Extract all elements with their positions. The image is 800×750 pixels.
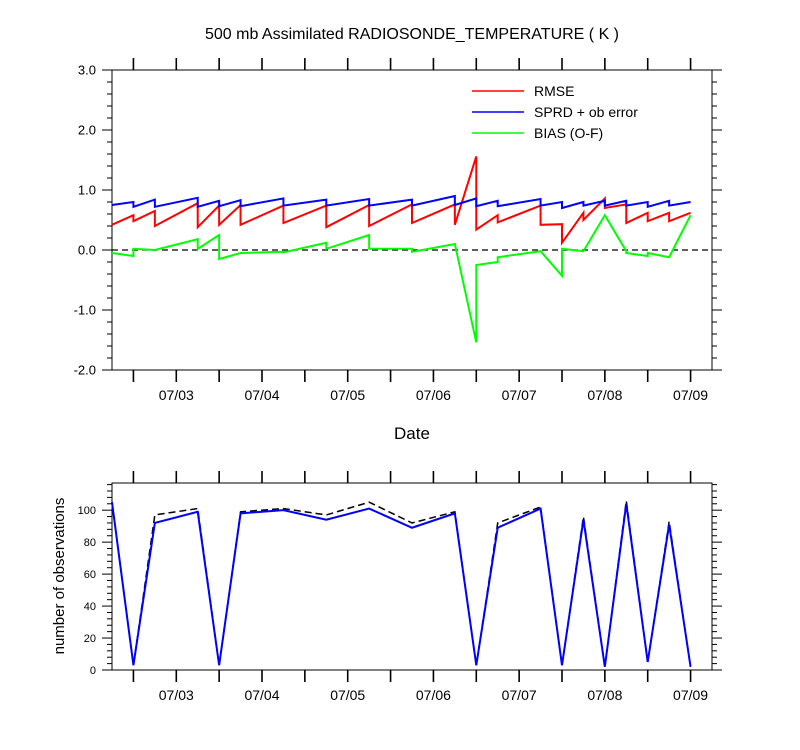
x-tick-label: 07/04 [244, 687, 279, 703]
x-tick-label: 07/05 [330, 687, 365, 703]
x-tick-label: 07/03 [159, 387, 194, 403]
x-tick-label: 07/07 [502, 687, 537, 703]
series-sprd-ob-error [111, 194, 691, 210]
plot-frame-0 [111, 69, 713, 371]
x-tick-label: 07/06 [416, 687, 451, 703]
y-tick-label: 20 [84, 633, 96, 645]
chart-title: 500 mb Assimilated RADIOSONDE_TEMPERATUR… [205, 26, 619, 43]
x-tick-label: 07/05 [330, 387, 365, 403]
y-tick-label: 40 [84, 601, 96, 613]
x-tick-label: 07/09 [673, 387, 708, 403]
legend-label: BIAS (O-F) [534, 125, 603, 141]
y-tick-label: 0 [90, 665, 96, 677]
y-tick-label: 1.0 [78, 183, 96, 198]
y-tick-label: 100 [78, 505, 96, 517]
y-axis-label-observations: number of observations [51, 498, 68, 655]
y-tick-label: 60 [84, 569, 96, 581]
y-tick-label: 80 [84, 537, 96, 549]
x-tick-label: 07/08 [587, 387, 622, 403]
top-panel: 07/03 07/04 07/05 07/06 07/07 07/08 07/09 -2.0 -… [74, 58, 722, 403]
x-tick-label: 07/09 [673, 687, 708, 703]
y-tick-label: -2.0 [74, 363, 96, 378]
x-tick-label: 07/07 [502, 387, 537, 403]
plot-frame-1 [111, 482, 713, 671]
bottom-panel: 07/03 07/04 07/05 07/06 07/07 07/08 07/09 0 20 40… [78, 471, 722, 703]
y-tick-label: 2.0 [78, 123, 96, 138]
y-tick-label: 0.0 [78, 243, 96, 258]
legend-label: SPRD + ob error [534, 104, 638, 120]
x-tick-label: 07/03 [159, 687, 194, 703]
x-tick-label: 07/08 [587, 687, 622, 703]
x-tick-label: 07/06 [416, 387, 451, 403]
x-tick-label: 07/04 [244, 387, 279, 403]
obs-series-1 [111, 502, 692, 667]
x-axis-label: Date [394, 424, 430, 443]
series-rmse [111, 156, 691, 246]
legend-label: RMSE [534, 83, 574, 99]
y-tick-label: 3.0 [78, 63, 96, 78]
y-tick-label: -1.0 [74, 303, 96, 318]
series-bias-o-f [111, 213, 692, 343]
